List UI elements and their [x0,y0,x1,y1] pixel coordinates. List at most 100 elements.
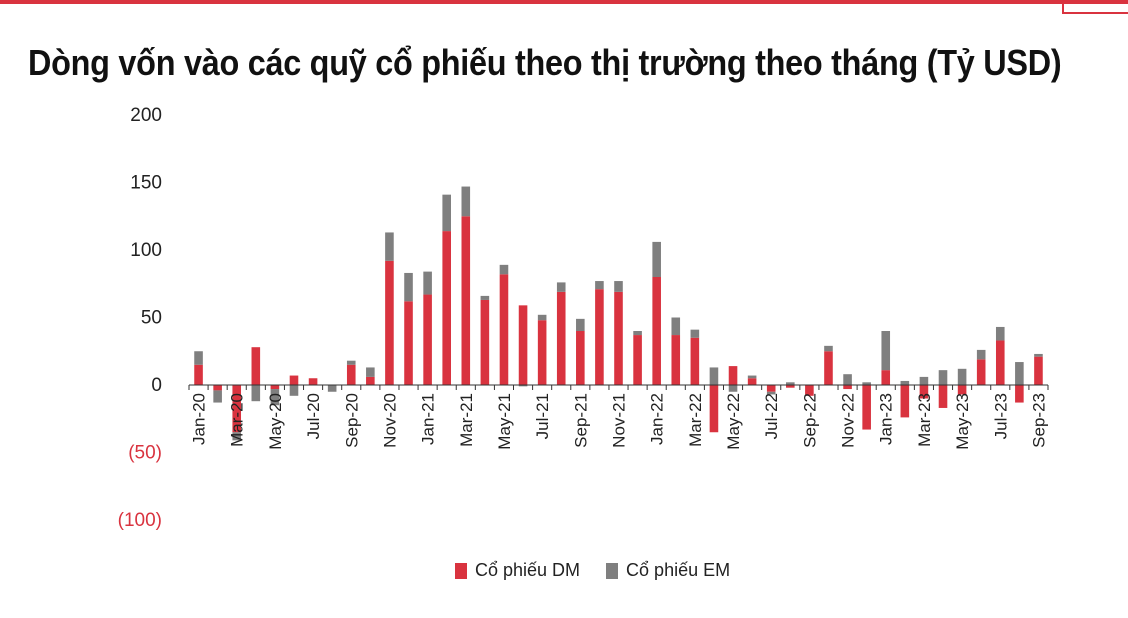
x-tick-label: Sep-21 [571,393,590,448]
bar-em [289,385,299,396]
y-tick-label: 0 [151,375,162,396]
bar-dm [385,260,394,385]
legend-item-dm: Cổ phiếu DM [455,560,580,581]
x-tick-label: Jul-22 [762,393,781,439]
bar-dm [289,375,299,385]
x-tick-label: May-23 [953,393,972,450]
bar-dm [633,335,642,385]
bar-em [862,382,871,385]
x-tick-label: May-22 [724,393,743,450]
legend-swatch-em [606,562,619,579]
bar-dm [270,385,280,390]
bar-em [747,375,757,379]
x-tick-label: Nov-21 [610,393,629,448]
bar-em [537,314,547,321]
bar-dm [766,385,776,392]
bar-dm [576,331,585,385]
bar-em [461,186,471,217]
bar-dm [194,364,203,385]
bar-em [499,264,509,275]
bar-em [366,367,375,377]
bar-dm [919,385,929,399]
bar-dm [995,340,1005,385]
bar-dm [499,274,509,385]
bar-em [766,391,776,395]
bar-em [919,376,929,385]
legend-label-dm: Cổ phiếu DM [475,560,581,580]
bar-em [595,281,604,290]
bar-em [213,390,222,403]
bar-dm [709,385,719,433]
x-tick-label: Jul-20 [304,393,323,439]
x-tick-label: Jul-23 [991,393,1010,439]
bar-dm [308,378,318,385]
bar-em [556,282,566,292]
bar-dm [728,366,738,385]
bar-dm [1034,356,1043,385]
bar-dm [690,337,700,385]
bar-dm [213,385,222,391]
x-tick-label: Sep-22 [800,393,819,448]
bar-dm [747,378,757,385]
bar-dm [881,370,891,385]
bar-dm [805,385,814,396]
bar-em [671,317,681,336]
top-rule [0,0,1128,4]
y-tick-label: 100 [130,240,162,261]
bar-em [957,368,967,385]
bar-em [1015,362,1024,385]
bar-em [709,367,719,385]
bar-em [881,331,891,371]
bar-em [346,360,356,365]
bar-dm [366,376,375,385]
bar-dm [537,320,547,385]
x-tick-label: Mar-23 [915,393,934,447]
x-tick-label: Nov-20 [380,393,399,448]
bar-em [614,281,623,292]
bar-em [423,271,432,295]
bar-em [976,349,986,360]
x-tick-label: Sep-20 [342,393,361,448]
x-tick-label: Sep-23 [1029,393,1048,448]
bar-em [194,351,203,365]
bar-dm [404,301,413,385]
bar-em [690,329,700,338]
top-rule-corner [1062,4,1128,14]
bar-dm [614,291,623,385]
bar-em [385,232,394,261]
bar-em [1034,353,1043,357]
bar-em [480,295,490,300]
x-tick-label: Jul-21 [533,393,552,439]
x-tick-label: Jan-21 [419,393,438,445]
legend-label-em: Cổ phiếu EM [626,560,731,580]
bar-em [843,374,852,385]
x-tick-label: Jan-22 [648,393,667,445]
bar-dm [843,385,852,390]
x-tick-label: May-20 [266,393,285,450]
chart-title: Dòng vốn vào các quỹ cổ phiếu theo thị t… [28,42,1062,83]
bar-em [251,385,261,402]
legend: Cổ phiếu DM Cổ phiếu EM [455,560,730,581]
y-tick-label: 150 [130,173,162,194]
bar-em [404,272,413,302]
bar-dm [518,305,528,385]
y-tick-label: (100) [118,510,162,531]
bar-dm [251,347,261,385]
bar-dm [595,289,604,385]
bar-dm [461,216,471,385]
bar-em [232,432,242,441]
bar-dm [900,385,910,418]
legend-item-em: Cổ phiếu EM [606,560,730,581]
x-tick-label: Jan-20 [190,393,209,445]
bar-em [995,326,1005,341]
bar-em [824,345,833,352]
bar-em [786,382,795,385]
bar-dm [232,385,242,433]
bar-dm [938,385,948,408]
bar-em [900,380,910,385]
bar-dm [423,294,432,385]
bar-dm [652,277,661,385]
x-tick-label: Mar-20 [228,393,247,447]
legend-swatch-dm [455,562,467,579]
